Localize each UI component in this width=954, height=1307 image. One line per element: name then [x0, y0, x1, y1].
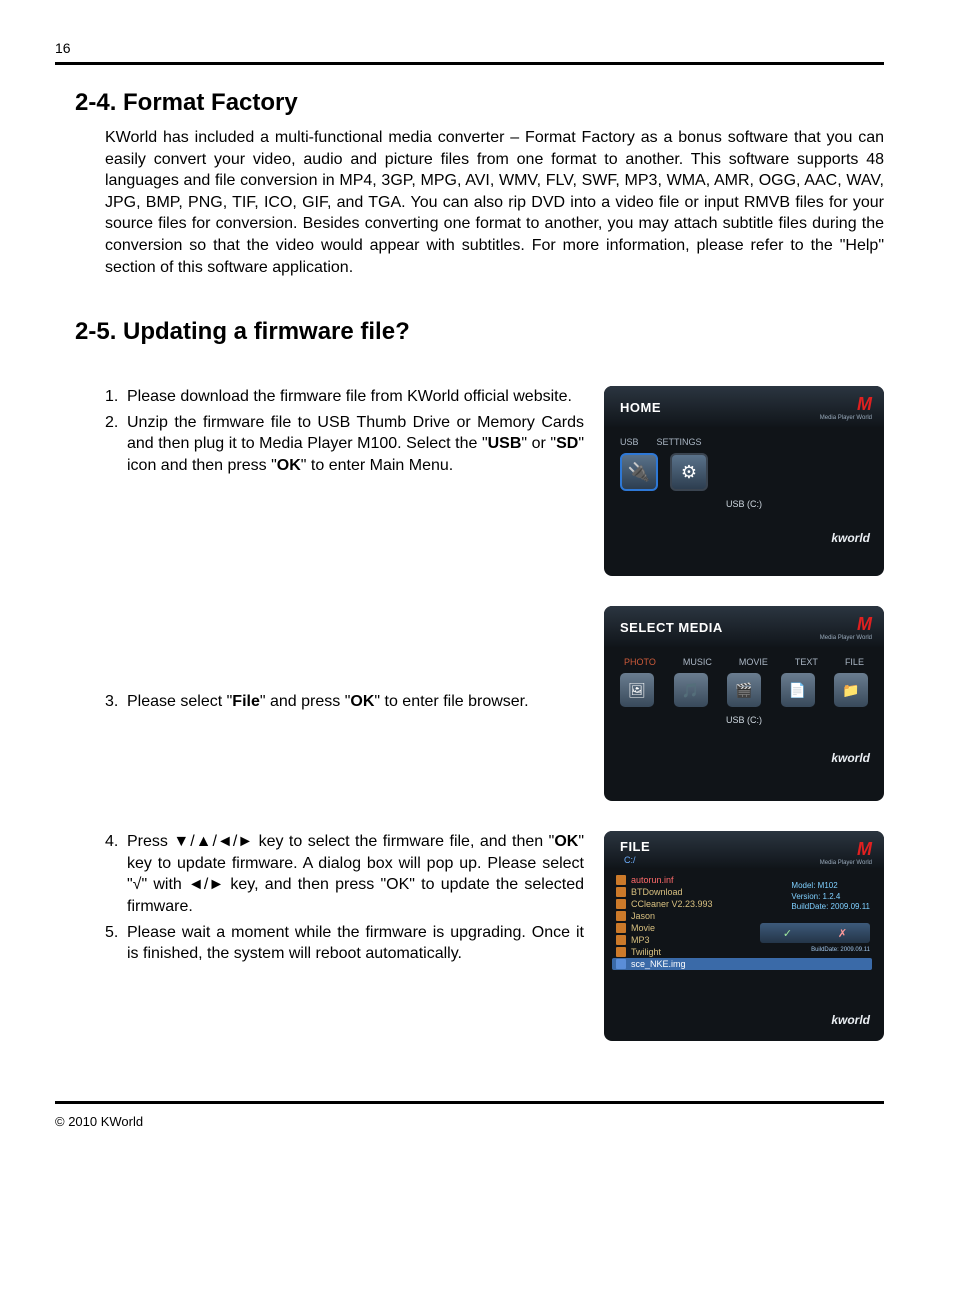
screenshot-file: FILE C:/ M Media Player World autorun.in… [604, 831, 884, 1041]
sc-tab: USB [620, 437, 639, 447]
body-2-4: KWorld has included a multi-functional m… [105, 127, 884, 278]
block-step-3: 3. Please select "File" and press "OK" t… [105, 606, 884, 801]
cross-icon: ✗ [838, 927, 847, 940]
sc-caption: USB (C:) [620, 499, 868, 509]
file-row-selected: sce_NKE.img [612, 958, 872, 970]
heading-2-4: 2-4. Format Factory [75, 89, 884, 117]
text-icon: 📄 [781, 673, 815, 707]
usb-icon: 🔌 [620, 453, 658, 491]
step-2: 2. Unzip the firmware file to USB Thumb … [105, 412, 584, 477]
file-icon: 📁 [834, 673, 868, 707]
screenshot-home: HOME M Media Player World USB SETTINGS 🔌… [604, 386, 884, 576]
sc-brand: kworld [604, 527, 884, 555]
check-icon: ✓ [783, 927, 792, 940]
sc-home-title: HOME [620, 400, 661, 415]
screenshot-select-media: SELECT MEDIA M Media Player World PHOTO … [604, 606, 884, 801]
block-steps-4-5: 4. Press ▼/▲/◄/► key to select the firmw… [105, 831, 884, 1041]
page-number: 16 [55, 40, 884, 56]
sc-tab: MOVIE [739, 657, 768, 667]
step-5: 5. Please wait a moment while the firmwa… [105, 922, 584, 965]
movie-icon: 🎬 [727, 673, 761, 707]
logo-m-icon: M [857, 839, 872, 859]
sc-tab: PHOTO [624, 657, 656, 667]
dialog-sub: BuildDate: 2009.09.11 [811, 947, 870, 953]
file-info-panel: Model: M102 Version: 1.2.4 BuildDate: 20… [791, 881, 870, 912]
confirm-dialog: ✓ ✗ [760, 923, 870, 943]
sc-file-path: C:/ [624, 855, 636, 865]
sc-caption: USB (C:) [620, 715, 868, 725]
top-rule [55, 62, 884, 65]
step-4: 4. Press ▼/▲/◄/► key to select the firmw… [105, 831, 584, 917]
copyright: © 2010 KWorld [55, 1114, 884, 1129]
sc-brand: kworld [604, 747, 884, 775]
sc-file-title: FILE [620, 839, 650, 854]
bottom-rule [55, 1101, 884, 1104]
photo-icon: 🖼 [620, 673, 654, 707]
logo-m-icon: M [857, 614, 872, 634]
sc-tab: SETTINGS [657, 437, 702, 447]
sc-tab: FILE [845, 657, 864, 667]
block-steps-1-2: 1. Please download the firmware file fro… [105, 386, 884, 576]
step-1: 1. Please download the firmware file fro… [105, 386, 584, 408]
sc-brand: kworld [604, 1009, 884, 1037]
settings-icon: ⚙ [670, 453, 708, 491]
sc-select-title: SELECT MEDIA [620, 620, 723, 635]
sc-tab: TEXT [795, 657, 818, 667]
logo-m-icon: M [857, 394, 872, 414]
sc-tab: MUSIC [683, 657, 712, 667]
heading-2-5: 2-5. Updating a firmware file? [75, 318, 884, 346]
music-icon: 🎵 [674, 673, 708, 707]
step-3: 3. Please select "File" and press "OK" t… [105, 691, 584, 713]
